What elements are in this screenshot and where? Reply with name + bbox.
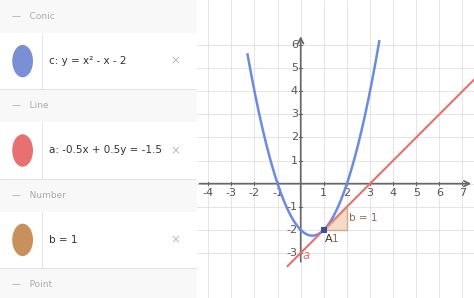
Polygon shape: [324, 207, 347, 230]
Text: b = 1: b = 1: [348, 213, 377, 223]
Text: 4: 4: [291, 86, 298, 96]
Circle shape: [11, 223, 34, 257]
Text: ×: ×: [170, 144, 180, 157]
Text: 1: 1: [291, 156, 298, 166]
Text: A: A: [325, 235, 333, 244]
Text: 1: 1: [332, 234, 338, 244]
Text: —   Number: — Number: [12, 191, 66, 200]
Text: 4: 4: [390, 188, 397, 198]
Text: a: a: [303, 249, 310, 262]
Text: 5: 5: [291, 63, 298, 73]
Text: 1: 1: [320, 188, 328, 198]
Text: 7: 7: [459, 188, 466, 198]
Text: 6: 6: [436, 188, 443, 198]
Text: ×: ×: [170, 233, 180, 246]
Text: b = 1: b = 1: [49, 235, 78, 245]
Text: 2: 2: [343, 188, 350, 198]
Text: ×: ×: [170, 55, 180, 68]
Text: a: -0.5x + 0.5y = -1.5: a: -0.5x + 0.5y = -1.5: [49, 145, 162, 156]
Text: -1: -1: [287, 202, 298, 212]
Text: —   Conic: — Conic: [12, 12, 55, 21]
Text: 3: 3: [291, 109, 298, 119]
Text: 2: 2: [291, 132, 298, 142]
Text: -3: -3: [287, 248, 298, 258]
Text: —   Line: — Line: [12, 101, 48, 110]
Text: 6: 6: [291, 40, 298, 50]
Text: —   Point: — Point: [12, 280, 52, 289]
Text: 5: 5: [413, 188, 420, 198]
Text: -4: -4: [203, 188, 214, 198]
Text: -2: -2: [249, 188, 260, 198]
Text: -2: -2: [287, 225, 298, 235]
Circle shape: [11, 44, 34, 78]
Circle shape: [11, 133, 34, 168]
Text: c: y = x² - x - 2: c: y = x² - x - 2: [49, 56, 127, 66]
FancyBboxPatch shape: [0, 212, 197, 268]
Text: -3: -3: [226, 188, 237, 198]
Text: 3: 3: [366, 188, 374, 198]
FancyBboxPatch shape: [0, 122, 197, 179]
Text: -1: -1: [272, 188, 283, 198]
FancyBboxPatch shape: [0, 33, 197, 89]
